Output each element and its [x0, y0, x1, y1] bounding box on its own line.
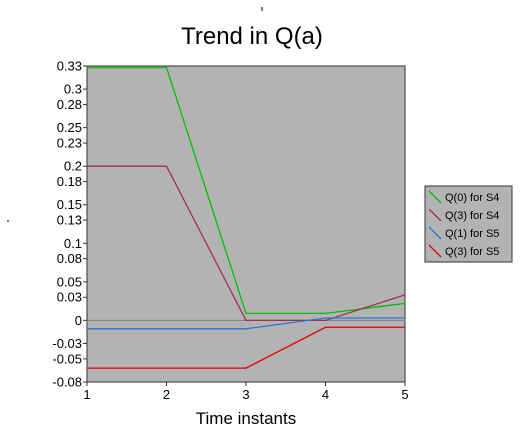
y-tick-label: 0.3: [64, 82, 82, 97]
series-line-4: [87, 326, 405, 369]
series-line-2: [87, 165, 406, 321]
x-tick-label: 3: [242, 387, 249, 402]
series-line-3: [87, 317, 405, 330]
y-tick-label: 0.33: [57, 59, 82, 74]
x-tick-label: 4: [322, 387, 329, 402]
legend-label: Q(1) for S5: [445, 228, 499, 240]
legend-box: [424, 185, 513, 263]
y-tick-label: 0: [75, 313, 82, 328]
y-axis: 0.330.30.280.250.230.20.180.150.130.10.0…: [52, 59, 87, 390]
series-line-1: [87, 66, 406, 315]
legend: Q(0) for S4 Q(3) for S4 Q(1) for S5 Q(3) fo…: [424, 185, 513, 263]
y-tick-label: 0.1: [64, 236, 82, 251]
y-tick-label: 0.28: [57, 97, 82, 112]
y-tick-label: -0.08: [52, 375, 82, 390]
x-axis-title: Time instants: [196, 409, 296, 428]
x-tick-label: 2: [163, 387, 170, 402]
series-lines: [87, 66, 406, 369]
x-axis: 1 2 3 4 5: [83, 382, 409, 402]
y-tick-label: 0.2: [64, 159, 82, 174]
y-tick-label: -0.05: [52, 351, 82, 366]
y-tick-label: 0.13: [57, 213, 82, 228]
legend-label: Q(3) for S5: [445, 246, 499, 258]
legend-swatch: [428, 208, 442, 222]
y-tick-label: -0.03: [52, 336, 82, 351]
legend-swatch: [428, 244, 442, 258]
x-tick-label: 1: [83, 387, 90, 402]
legend-label: Q(0) for S4: [445, 192, 499, 204]
y-tick-label: 0.08: [57, 251, 82, 266]
legend-swatch: [428, 226, 442, 240]
legend-swatch: [428, 190, 442, 204]
plot-area: [86, 65, 406, 383]
y-tick-label: 0.25: [57, 120, 82, 135]
chart-title: Trend in Q(a): [181, 23, 323, 50]
y-tick-label: 0.05: [57, 274, 82, 289]
x-tick-label: 5: [401, 387, 408, 402]
y-tick-label: 0.18: [57, 174, 82, 189]
y-tick-label: 0.03: [57, 290, 82, 305]
y-tick-label: 0.15: [57, 197, 82, 212]
legend-label: Q(3) for S4: [445, 210, 499, 222]
y-tick-label: 0.23: [57, 136, 82, 151]
